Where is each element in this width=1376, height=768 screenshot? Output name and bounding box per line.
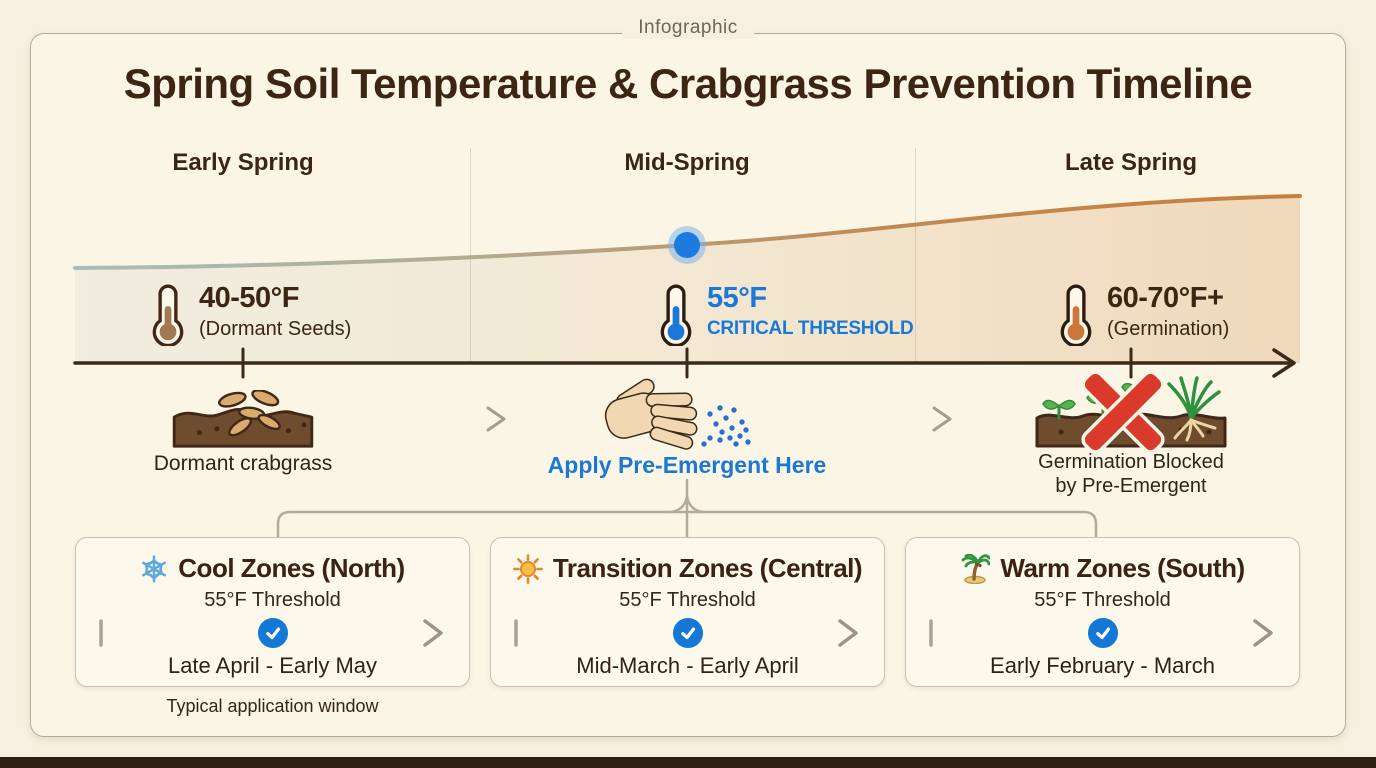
temp-sublabel: (Dormant Seeds) <box>199 317 352 340</box>
zone-card-transition: Transition Zones (Central) 55°F Threshol… <box>490 537 885 687</box>
stage-threshold: 55°F CRITICAL THRESHOLD <box>658 282 914 346</box>
dormant-seeds-soil-icon <box>172 390 314 448</box>
soil-temperature-curve <box>73 194 1302 363</box>
zone-threshold: 55°F Threshold <box>204 589 341 611</box>
palm-tree-icon <box>961 553 991 584</box>
zone-window-arrow <box>508 613 868 653</box>
temp-range: 60-70°F+ <box>1107 282 1224 314</box>
thermometer-icon <box>152 284 184 346</box>
temp-sublabel: (Germination) <box>1107 317 1230 340</box>
caption-apply-pre-emergent: Apply Pre-Emergent Here <box>547 452 827 478</box>
hand-applying-icon <box>604 378 751 450</box>
zone-card-warm: Warm Zones (South) 55°F Threshold Early … <box>905 537 1300 687</box>
flow-arrow-icon <box>861 406 952 432</box>
zone-window-arrow <box>93 613 453 653</box>
infographic-tag: Infographic <box>622 17 754 39</box>
zone-title: Cool Zones (North) <box>178 553 405 583</box>
zone-title: Warm Zones (South) <box>1000 553 1245 583</box>
zone-threshold: 55°F Threshold <box>1034 589 1171 611</box>
zone-window: Late April - Early May <box>167 653 378 678</box>
season-label-early-spring: Early Spring <box>172 149 314 176</box>
zone-title: Transition Zones (Central) <box>552 553 863 583</box>
flow-arrow-icon <box>415 406 506 432</box>
red-x-icon <box>1081 374 1165 452</box>
zone-threshold: 55°F Threshold <box>619 589 756 611</box>
footnote: Typical application window <box>166 696 379 716</box>
sun-icon <box>513 553 543 584</box>
roots <box>1173 418 1217 442</box>
thermometer-icon <box>660 284 692 346</box>
granules <box>701 405 751 447</box>
caption-germination-blocked: Germination Blocked by Pre-Emergent <box>1038 451 1224 498</box>
threshold-marker-dot <box>668 226 706 264</box>
zone-card-cool: Cool Zones (North) 55°F Threshold Late A… <box>75 537 470 687</box>
grass-tuft <box>1167 376 1221 420</box>
temp-sublabel: CRITICAL THRESHOLD <box>707 317 914 339</box>
season-label-mid-spring: Mid-Spring <box>624 149 750 176</box>
check-circle-icon <box>1084 615 1121 651</box>
snowflake-icon <box>140 554 169 583</box>
timeline-axis <box>73 347 1296 379</box>
temp-range: 55°F <box>707 282 767 314</box>
check-circle-icon <box>254 615 291 651</box>
germination-blocked-icon <box>1035 374 1227 452</box>
zone-window-arrow <box>923 613 1283 653</box>
thermometer-icon <box>1060 284 1092 346</box>
zone-window: Mid-March - Early April <box>576 653 799 678</box>
page-title: Spring Soil Temperature & Crabgrass Prev… <box>123 60 1253 107</box>
season-label-late-spring: Late Spring <box>1064 149 1197 176</box>
check-circle-icon <box>669 615 706 651</box>
temp-range: 40-50°F <box>199 282 299 314</box>
stage-dormant: 40-50°F (Dormant Seeds) <box>150 282 352 346</box>
caption-dormant-crabgrass: Dormant crabgrass <box>153 452 333 475</box>
zone-window: Early February - March <box>990 653 1215 678</box>
connector-brace <box>276 478 1098 540</box>
stage-germination: 60-70°F+ (Germination) <box>1058 282 1230 346</box>
bottom-bar <box>0 757 1376 768</box>
